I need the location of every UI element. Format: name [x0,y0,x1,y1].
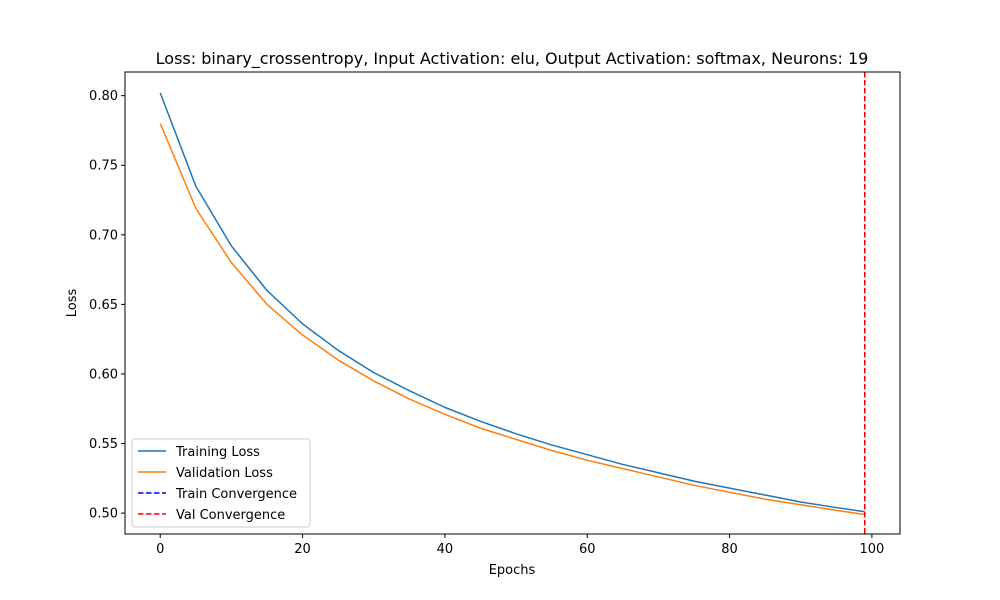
x-tick-label: 60 [579,542,596,557]
x-tick-label: 80 [721,542,738,557]
lines-layer [159,92,865,516]
x-tick-label: 40 [437,542,454,557]
series-line-1 [159,92,865,513]
y-tick-label: 0.65 [89,298,118,313]
x-tick-label: 100 [859,542,884,557]
y-tick-label: 0.55 [89,437,118,452]
plot-frame [124,71,901,535]
y-tick-label: 0.60 [89,367,118,382]
chart-title: Loss: binary_crossentropy, Input Activat… [156,49,869,69]
y-axis-label: Loss [65,289,80,318]
y-tick-label: 0.80 [89,89,118,104]
legend-entries: Training Loss Validation Loss Train Conver… [138,445,297,523]
legend-label: Val Convergence [176,508,285,523]
y-tick-label: 0.70 [89,228,118,243]
legend-box [131,438,311,528]
legend-label: Validation Loss [176,466,273,481]
y-tick-label: 0.75 [89,159,118,174]
legend-label: Train Convergence [175,487,297,502]
series-line-2 [159,123,865,516]
legend-label: Training Loss [175,445,260,460]
y-axis-ticks: 0.50 0.55 0.60 0.65 0.70 0.75 0.80 [89,89,125,522]
y-tick-label: 0.50 [89,507,118,522]
x-tick-label: 20 [294,542,311,557]
x-axis-label: Epochs [489,563,536,578]
legend: Training Loss Validation Loss Train Conver… [131,438,311,528]
x-tick-label: 0 [156,542,164,557]
x-axis-ticks: 0 20 40 60 80 100 [156,534,884,557]
